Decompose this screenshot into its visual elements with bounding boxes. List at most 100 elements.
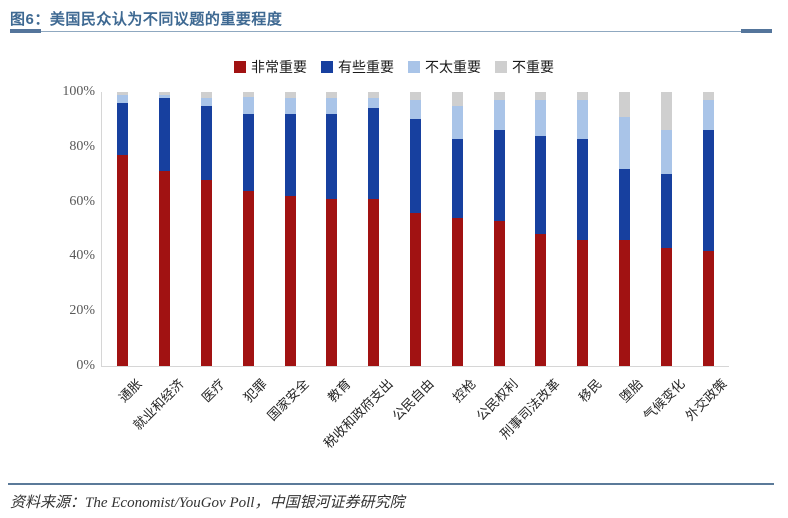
bar-segment [451,105,463,139]
figure-title: 图6：美国民众认为不同议题的重要程度 [10,11,283,28]
bar-segment [702,100,714,131]
x-axis-category-label: 医疗 [199,376,229,406]
bar-segment [409,100,421,120]
bar-segment [451,138,463,219]
bar-segment [326,92,338,98]
bar-segment [577,239,589,366]
bar-segment [451,92,463,106]
legend-label: 有些重要 [338,61,394,76]
legend-item: 非常重要 [234,57,307,77]
bar-segment [242,97,254,114]
bar-segment [117,155,129,366]
bar-segment [618,168,630,240]
bar-segment [660,130,672,175]
legend-swatch-icon [495,61,507,73]
bar-segment [242,113,254,191]
bar-segment [493,220,505,366]
stacked-bar [577,92,589,366]
y-axis-tick-label: 20% [69,303,95,319]
legend-label: 非常重要 [251,61,307,76]
bar-segment [159,97,171,172]
stacked-bar [159,92,171,366]
bar-segment [702,92,714,101]
legend-label: 不太重要 [425,61,481,76]
stacked-bar [618,92,630,366]
stacked-bar [284,92,296,366]
y-axis-tick-label: 60% [69,193,95,209]
stacked-bar [200,92,212,366]
stacked-bar [702,92,714,366]
bar-segment [409,119,421,213]
bar-segment [326,113,338,199]
bar-segment [159,94,171,98]
bar-segment [535,234,547,366]
bar-segment [493,100,505,131]
bar-segment [409,92,421,101]
bar-segment [535,135,547,235]
bar-segment [660,92,672,131]
bar-segment [660,174,672,249]
bar-segment [702,130,714,251]
stacked-bar [409,92,421,366]
y-axis-tick-label: 0% [76,358,95,373]
source-attribution: 资料来源：The Economist/YouGov Poll，中国银河证券研究院 [10,495,405,511]
legend-item: 不重要 [495,57,554,77]
bar-segment [660,248,672,366]
bar-segment [117,94,129,103]
x-axis-category-label: 通胀 [115,376,145,406]
bar-segment [368,198,380,366]
title-divider-line [10,31,772,32]
x-axis-category-label: 公民自由 [389,376,438,424]
y-axis-tick-label: 80% [69,138,95,154]
bar-segment [493,92,505,101]
bar-segment [618,116,630,169]
bar-segment [368,92,380,98]
stacked-bar [117,92,129,366]
stacked-bar [326,92,338,366]
legend-swatch-icon [321,61,333,73]
stacked-bar [660,92,672,366]
y-axis-tick-label: 100% [62,84,95,99]
bar-segment [409,212,421,366]
bar-segment [326,97,338,114]
legend-item: 不太重要 [408,57,481,77]
bar-segment [577,138,589,240]
bar-segment [242,92,254,98]
title-divider-right-cap [741,29,772,33]
legend-item: 有些重要 [321,57,394,77]
legend-swatch-icon [234,61,246,73]
bar-segment [577,92,589,101]
bar-segment [159,171,171,366]
source-divider-line [8,483,774,485]
x-axis-category-label: 移民 [575,376,605,406]
x-axis-category-label: 犯罪 [241,376,271,406]
bar-segment [451,218,463,366]
x-axis-category-label: 教育 [324,376,354,406]
x-axis-category-label: 外交政策 [682,376,730,424]
stacked-bar [535,92,547,366]
legend-label: 不重要 [512,61,554,76]
bar-segment [200,105,212,180]
bar-segment [326,198,338,366]
bar-segment [200,97,212,106]
bar-segment [117,102,129,156]
bar-segment [618,92,630,117]
y-axis-tick-label: 40% [69,248,95,264]
bar-segment [535,92,547,101]
bar-segment [242,190,254,366]
bar-segment [284,113,296,197]
bar-segment [284,196,296,366]
bar-segment [284,92,296,98]
bar-segment [618,239,630,366]
plot-area [101,92,729,367]
bar-segment [702,250,714,366]
x-axis-category-label: 堕胎 [617,376,647,406]
bar-segment [535,100,547,136]
bar-segment [200,92,212,98]
bar-segment [284,97,296,114]
stacked-bar [493,92,505,366]
bar-segment [368,108,380,199]
bar-segment [200,179,212,366]
bar-segment [159,92,171,95]
